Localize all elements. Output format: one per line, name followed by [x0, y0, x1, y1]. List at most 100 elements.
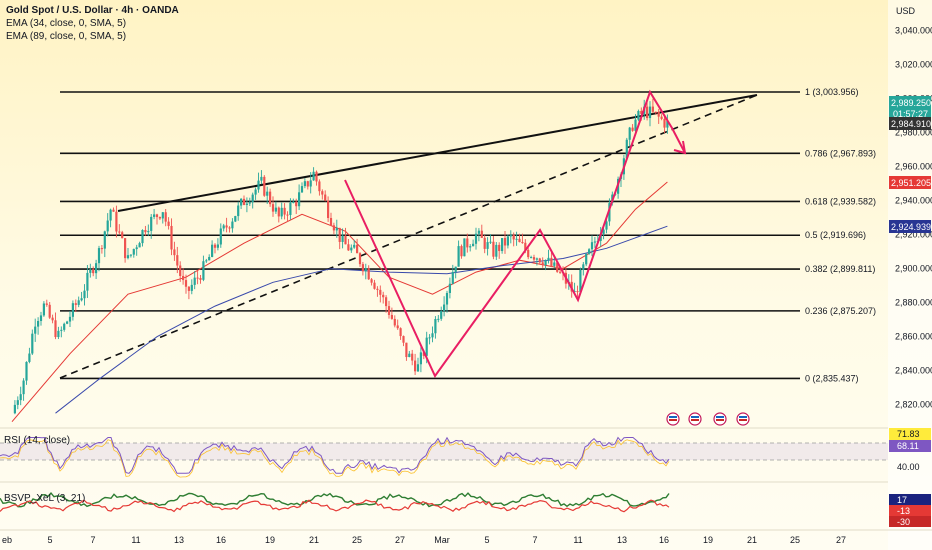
candle-body: [303, 181, 306, 187]
ema89-legend[interactable]: EMA (89, close, 0, SMA, 5): [6, 31, 126, 42]
candle-body: [158, 217, 161, 219]
candle-body: [350, 247, 353, 251]
candle-body: [483, 237, 486, 249]
date-tick-label: 5: [47, 535, 52, 545]
date-tick-label: Mar: [434, 535, 450, 545]
fib-level-label: 0.5 (2,919.696): [805, 230, 866, 240]
candle-body: [13, 404, 16, 414]
candle-body: [45, 303, 48, 305]
candle-body: [332, 225, 335, 231]
candle-body: [530, 257, 533, 259]
candle-body: [518, 238, 521, 243]
candle-body: [298, 192, 301, 207]
candle-body: [393, 318, 396, 326]
candle-body: [54, 320, 57, 338]
candle-body: [66, 321, 69, 324]
candle-body: [19, 394, 22, 401]
candle-body: [431, 333, 434, 338]
date-tick-label: 19: [703, 535, 713, 545]
candle-body: [286, 214, 289, 216]
date-tick-label: 7: [532, 535, 537, 545]
event-markers: [666, 412, 750, 426]
candle-body: [263, 176, 266, 196]
candle-body: [541, 262, 544, 266]
candle-body: [176, 255, 179, 266]
candle-body: [89, 269, 92, 273]
candle-body: [92, 269, 95, 274]
candle-body: [213, 244, 217, 248]
candle-body: [550, 257, 553, 266]
candle-body: [538, 258, 541, 263]
candle-body: [634, 119, 637, 131]
candle-body: [347, 244, 350, 251]
candle-body: [300, 186, 304, 193]
rsi-legend[interactable]: RSI (14, close): [4, 435, 70, 446]
candle-body: [573, 291, 576, 293]
candle-body: [187, 286, 190, 291]
candle-body: [524, 242, 527, 250]
candle-body: [527, 249, 530, 258]
fib-level-label: 0.618 (2,939.582): [805, 196, 876, 206]
candle-body: [428, 337, 431, 339]
candle-body: [121, 232, 124, 239]
candle-body: [367, 268, 370, 280]
date-tick-label: 21: [747, 535, 757, 545]
candle-body: [245, 203, 248, 205]
candle-body: [463, 238, 466, 257]
candle-body: [129, 254, 132, 256]
candle-body: [77, 300, 80, 305]
candle-body: [266, 191, 269, 196]
rsi-line: [0, 436, 670, 474]
candle-body: [559, 271, 562, 273]
bsvp-value-3: -30: [897, 517, 910, 527]
candle-body: [71, 303, 74, 317]
candle-body: [242, 198, 246, 205]
bsvp-legend[interactable]: BSVP_XeL (3, 21): [4, 493, 85, 504]
candle-body: [80, 298, 83, 301]
candle-body: [150, 216, 153, 231]
candle-body: [144, 229, 147, 233]
candle-body: [353, 244, 356, 248]
date-tick-label: 19: [265, 535, 275, 545]
candle-body: [344, 235, 347, 245]
candle-body: [208, 256, 211, 261]
candle-body: [260, 176, 263, 181]
price-tick-label: 2,980.000: [895, 128, 932, 138]
candle-body: [100, 248, 103, 250]
candle-body: [588, 249, 591, 254]
candle-body: [48, 304, 51, 318]
fib-level-label: 0 (2,835.437): [805, 373, 859, 383]
candle-body: [321, 191, 324, 195]
candle-body: [521, 242, 524, 244]
candle-body: [466, 238, 469, 248]
candle-body: [556, 262, 559, 272]
ema34-legend[interactable]: EMA (34, close, 0, SMA, 5): [6, 18, 126, 29]
candle-body: [640, 110, 643, 114]
candle-body: [474, 233, 478, 244]
candle-body: [115, 211, 118, 232]
candle-body: [405, 342, 408, 358]
candle-body: [416, 364, 420, 372]
date-tick-label: 25: [790, 535, 800, 545]
candle-body: [434, 319, 437, 334]
price-axis-panel: [888, 0, 932, 550]
candle-body: [28, 353, 31, 362]
candle-body: [460, 246, 463, 257]
candle-body: [408, 353, 411, 358]
candle-body: [361, 264, 364, 272]
candle-body: [646, 106, 649, 119]
candle-body: [280, 207, 283, 217]
candle-body: [126, 255, 130, 259]
fib-level-label: 1 (3,003.956): [805, 87, 859, 97]
pattern-arrow-head: [673, 140, 687, 155]
candle-body: [182, 275, 185, 281]
ema34-value: 2,951.205: [891, 178, 931, 188]
date-tick-label: 16: [659, 535, 669, 545]
fib-level-label: 0.236 (2,875.207): [805, 306, 876, 316]
candle-body: [312, 171, 315, 181]
candle-body: [358, 253, 362, 265]
candle-body: [190, 284, 193, 291]
candle-body: [225, 225, 228, 228]
candle-body: [135, 247, 138, 250]
